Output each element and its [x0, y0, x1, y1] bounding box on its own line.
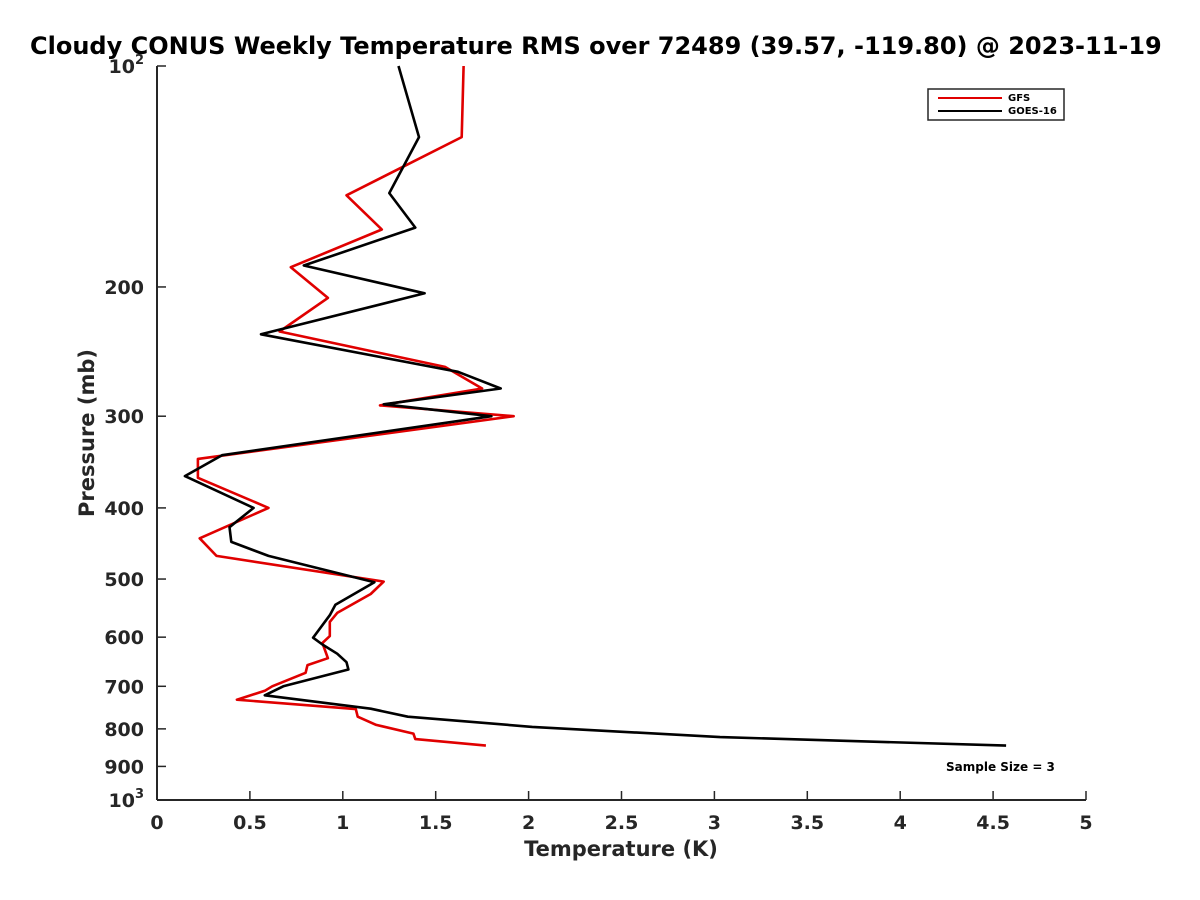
- x-tick-label: 2.5: [605, 812, 639, 834]
- legend-box: [927, 88, 1065, 121]
- y-tick-label: 200: [104, 277, 144, 299]
- y-tick-label: 102: [109, 53, 145, 78]
- y-tick-label: 103: [109, 787, 145, 812]
- series-line-goes-16: [183, 65, 1007, 747]
- x-tick-label: 5: [1079, 812, 1092, 834]
- x-tick-label: 0: [150, 812, 163, 834]
- legend-label-gfs: GFS: [1008, 93, 1030, 104]
- legend-label-goes-16: GOES-16: [1008, 106, 1057, 117]
- x-tick-label: 4.5: [976, 812, 1010, 834]
- y-axis-ticks: 102 200 300 400 500 600 700 800 900 103: [104, 53, 166, 812]
- sample-size-annotation: Sample Size = 3: [946, 760, 1055, 774]
- chart-title: Cloudy CONUS Weekly Temperature RMS over…: [30, 32, 1162, 60]
- series-line-gfs: [196, 65, 516, 747]
- y-tick-label: 300: [104, 406, 144, 428]
- y-axis-label: Pressure (mb): [75, 349, 99, 517]
- x-tick-label: 0.5: [233, 812, 267, 834]
- y-tick-label: 400: [104, 498, 144, 520]
- x-tick-label: 3.5: [790, 812, 824, 834]
- x-axis-ticks: 0 0.5 1 1.5 2 2.5 3 3.5 4 4.5 5: [150, 791, 1093, 834]
- y-tick-label: 900: [104, 756, 144, 778]
- x-tick-label: 4: [894, 812, 907, 834]
- y-tick-label: 700: [104, 676, 144, 698]
- x-tick-label: 3: [708, 812, 721, 834]
- x-tick-label: 1: [336, 812, 349, 834]
- y-tick-label: 800: [104, 719, 144, 741]
- plot-area: 0 0.5 1 1.5 2 2.5 3 3.5 4 4.5 5 102 200 300 400 500 600…: [104, 53, 1092, 834]
- x-tick-label: 2: [522, 812, 535, 834]
- x-axis-label: Temperature (K): [524, 837, 718, 861]
- y-tick-label: 600: [104, 627, 144, 649]
- series-layer: [183, 65, 1007, 747]
- x-tick-label: 1.5: [419, 812, 453, 834]
- y-tick-label: 500: [104, 569, 144, 591]
- legend: GFS GOES-16: [927, 88, 1065, 121]
